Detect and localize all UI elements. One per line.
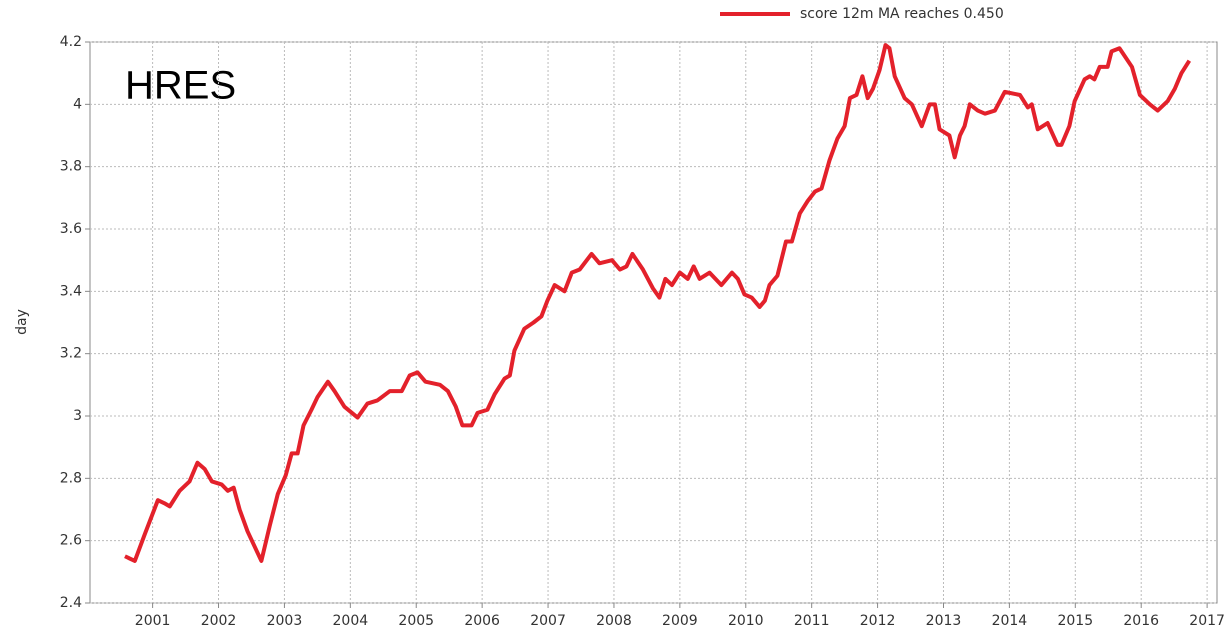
y-tick-label: 4 (73, 96, 82, 112)
x-tick-label: 2005 (398, 613, 434, 629)
x-tick-label: 2002 (201, 613, 237, 629)
x-tick-label: 2017 (1189, 613, 1225, 629)
plot-frame (89, 41, 1218, 604)
y-tick-label: 3.4 (60, 283, 82, 299)
y-axis-label: day (14, 309, 30, 335)
y-tick-label: 4.2 (60, 34, 82, 50)
y-tick-label: 3 (73, 408, 82, 424)
x-tick-label: 2004 (333, 613, 369, 629)
y-tick-label: 3.8 (60, 159, 82, 175)
x-tick-label: 2013 (926, 613, 962, 629)
y-tick-label: 2.6 (60, 533, 82, 549)
x-tick-label: 2014 (992, 613, 1028, 629)
x-tick-label: 2016 (1123, 613, 1159, 629)
y-tick-label: 3.2 (60, 346, 82, 362)
x-tick-label: 2003 (267, 613, 303, 629)
line-series (124, 43, 1192, 563)
y-tick-label: 2.8 (60, 470, 82, 486)
x-tick-label: 2015 (1057, 613, 1093, 629)
y-tick-label: 2.4 (60, 595, 82, 611)
x-tick-label: 2010 (728, 613, 764, 629)
x-tick-label: 2001 (135, 613, 171, 629)
annotation: HRES (125, 64, 236, 108)
x-tick-label: 2011 (794, 613, 830, 629)
x-tick-label: 2006 (464, 613, 500, 629)
x-tick-label: 2012 (860, 613, 896, 629)
y-tick-label: 3.6 (60, 221, 82, 237)
x-tick-label: 2009 (662, 613, 698, 629)
x-tick-label: 2008 (596, 613, 632, 629)
x-tick-label: 2007 (530, 613, 566, 629)
legend-label: score 12m MA reaches 0.450 (800, 6, 1004, 22)
